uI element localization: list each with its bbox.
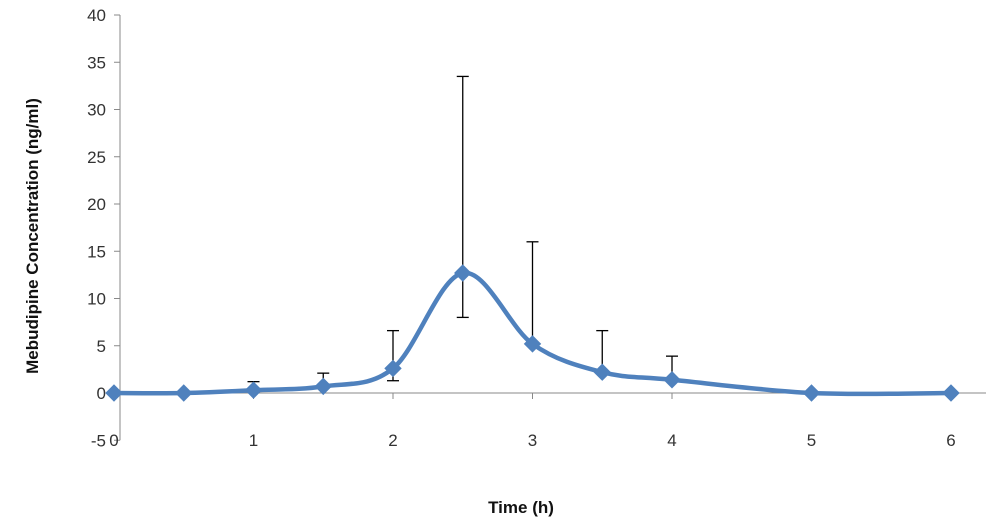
- y-tick-label: 20: [87, 195, 106, 214]
- y-tick-label: 40: [87, 6, 106, 25]
- x-tick-label: 6: [946, 431, 955, 450]
- data-point-marker: [802, 384, 821, 402]
- y-tick-label: 0: [97, 384, 106, 403]
- x-axis-title: Time (h): [488, 498, 554, 517]
- data-point-marker: [314, 377, 332, 396]
- y-tick-label: 15: [87, 242, 106, 261]
- data-point-marker: [593, 363, 611, 381]
- y-tick-label: 10: [87, 290, 106, 309]
- data-point-marker: [175, 384, 193, 402]
- error-bars: [247, 75, 678, 391]
- x-tick-label: 5: [807, 431, 816, 450]
- data-markers: [105, 264, 960, 402]
- data-point-marker: [942, 384, 960, 402]
- x-tick-label: 1: [249, 431, 258, 450]
- data-point-marker: [454, 264, 472, 282]
- data-point-marker: [244, 381, 263, 399]
- x-tick-label: 4: [667, 431, 676, 450]
- data-point-marker: [663, 371, 681, 389]
- y-tick-label: 35: [87, 53, 106, 72]
- x-tick-label: 2: [388, 431, 397, 450]
- data-point-marker: [384, 359, 402, 378]
- y-axis-title: Mebudipine Concentration (ng/ml): [23, 98, 42, 374]
- y-tick-label: -5: [91, 431, 106, 450]
- y-tick-label: 5: [97, 337, 106, 356]
- x-axis: 0 1 2 3 4 5 6: [109, 392, 986, 450]
- y-tick-label: 30: [87, 101, 106, 120]
- x-tick-label: 0: [109, 431, 118, 450]
- y-tick-label: 25: [87, 148, 106, 167]
- data-point-marker: [105, 384, 123, 402]
- x-tick-label: 3: [528, 431, 537, 450]
- data-point-marker: [523, 335, 542, 353]
